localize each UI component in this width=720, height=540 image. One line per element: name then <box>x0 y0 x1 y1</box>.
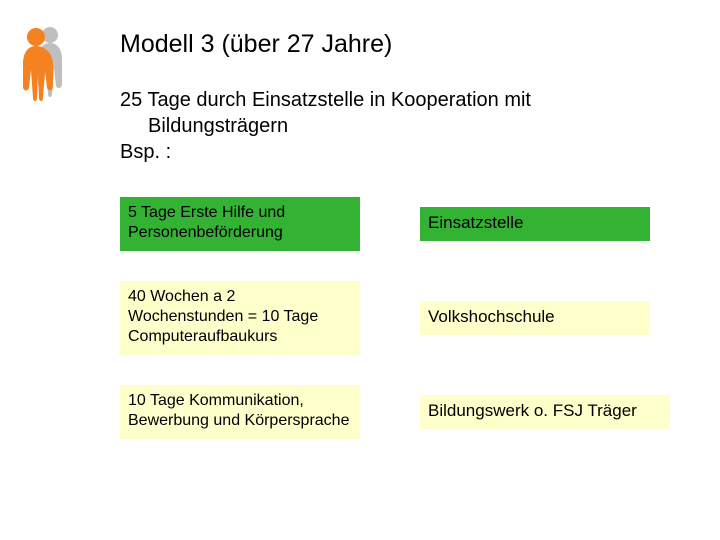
row-1: 5 Tage Erste Hilfe und Personenbeförderu… <box>120 197 690 251</box>
logo-figures <box>14 22 74 102</box>
intro-line3: Bsp. : <box>120 141 171 163</box>
row-2: 40 Wochen a 2 Wochenstunden = 10 Tage Co… <box>120 281 690 355</box>
intro-line1: 25 Tage durch Einsatzstelle in Kooperati… <box>120 89 531 111</box>
intro-line2: Bildungsträgern <box>120 113 690 139</box>
slide-content: Modell 3 (über 27 Jahre) 25 Tage durch E… <box>120 30 690 439</box>
row-2-left: 40 Wochen a 2 Wochenstunden = 10 Tage Co… <box>120 281 360 355</box>
row-3-left: 10 Tage Kommunikation, Bewerbung und Kör… <box>120 385 360 439</box>
example-rows: 5 Tage Erste Hilfe und Personenbeförderu… <box>120 197 690 439</box>
intro-text: 25 Tage durch Einsatzstelle in Kooperati… <box>120 87 690 165</box>
row-1-left: 5 Tage Erste Hilfe und Personenbeförderu… <box>120 197 360 251</box>
row-3-right: Bildungswerk o. FSJ Träger <box>420 395 670 429</box>
row-1-right: Einsatzstelle <box>420 207 650 241</box>
slide-title: Modell 3 (über 27 Jahre) <box>120 30 690 59</box>
row-2-right: Volkshochschule <box>420 301 650 335</box>
row-3: 10 Tage Kommunikation, Bewerbung und Kör… <box>120 385 690 439</box>
